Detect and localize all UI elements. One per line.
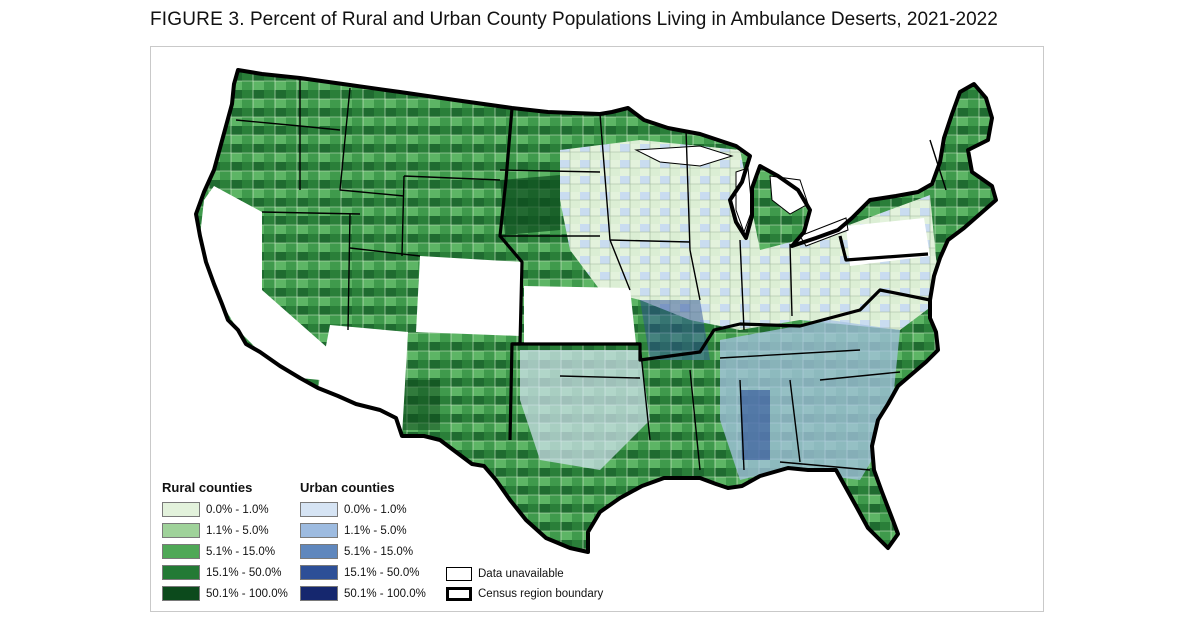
legend-swatch: [162, 565, 200, 580]
state-line-tn-south: [719, 349, 861, 359]
data-unavailable-kansas: [524, 286, 636, 344]
state-line-oh-west: [789, 243, 793, 317]
state-boundaries: [235, 78, 947, 471]
state-line-ar-west: [639, 343, 651, 441]
legend-urban-item: 15.1% - 50.0%: [300, 562, 426, 583]
legend-swatch: [162, 586, 200, 601]
state-line-or-ca-nv: [261, 211, 361, 215]
state-line-nc-sc: [819, 371, 901, 381]
legend-swatch: [162, 502, 200, 517]
legend-label: Census region boundary: [478, 588, 604, 600]
state-line-ga-west: [789, 379, 801, 463]
legend-label: 50.1% - 100.0%: [344, 587, 426, 600]
legend-urban-item: 1.1% - 5.0%: [300, 520, 426, 541]
legend-label: 0.0% - 1.0%: [344, 503, 407, 516]
legend-urban-item: 50.1% - 100.0%: [300, 583, 426, 604]
lake-huron: [769, 175, 809, 215]
legend-urban: Urban counties 0.0% - 1.0% 1.1% - 5.0% 5…: [300, 480, 426, 604]
dark-county-area-new-mexico: [400, 380, 440, 430]
legend-urban-item: 0.0% - 1.0%: [300, 499, 426, 520]
legend-label: 50.1% - 100.0%: [206, 587, 288, 600]
light-county-area-midwest: [560, 140, 940, 330]
state-line-vt-nh: [929, 139, 947, 191]
figure-title: FIGURE 3. Percent of Rural and Urban Cou…: [150, 9, 1050, 31]
legend-rural-heading: Rural counties: [162, 480, 253, 495]
legend-urban-heading: Urban counties: [300, 480, 395, 495]
legend-region-boundary: Census region boundary: [446, 587, 603, 601]
legend-rural: Rural counties 0.0% - 1.0% 1.1% - 5.0% 5…: [162, 480, 288, 604]
legend-urban-item: 5.1% - 15.0%: [300, 541, 426, 562]
legend-swatch: [300, 565, 338, 580]
light-county-area-oklahoma-texas: [520, 350, 650, 470]
state-line-nv-ut: [347, 213, 351, 331]
legend-rural-item: 5.1% - 15.0%: [162, 541, 288, 562]
legend-swatch: [300, 502, 338, 517]
figure-title-text: Percent of Rural and Urban County Popula…: [250, 9, 998, 30]
legend-label: 0.0% - 1.0%: [206, 503, 269, 516]
dark-county-area-dakotas: [500, 175, 560, 235]
legend-label: 1.1% - 5.0%: [206, 524, 269, 537]
lake-superior: [634, 145, 734, 167]
legend-rural-item: 1.1% - 5.0%: [162, 520, 288, 541]
legend-data-unavailable: Data unavailable: [446, 567, 564, 581]
boundary-northeast: [838, 235, 929, 262]
legend-label: 5.1% - 15.0%: [206, 545, 276, 558]
legend-swatch: [446, 587, 472, 601]
state-line-in-west: [739, 239, 745, 331]
legend-swatch: [446, 567, 472, 581]
data-unavailable-colorado: [416, 256, 522, 336]
data-unavailable-california: [200, 186, 330, 380]
state-line-wi-il: [685, 129, 701, 301]
state-line-fl-north: [779, 461, 871, 471]
legend-label: Data unavailable: [478, 568, 564, 580]
state-line-ia-north: [609, 239, 691, 243]
legend-swatch: [300, 544, 338, 559]
legend-label: 5.1% - 15.0%: [344, 545, 414, 558]
legend-rural-item: 15.1% - 50.0%: [162, 562, 288, 583]
legend-rural-item: 50.1% - 100.0%: [162, 583, 288, 604]
legend-rural-item: 0.0% - 1.0%: [162, 499, 288, 520]
blue-county-area-missouri: [640, 300, 710, 360]
state-line-nd-sd: [499, 169, 601, 173]
legend-swatch: [162, 523, 200, 538]
state-line-ut-north: [349, 247, 421, 257]
legend-swatch: [162, 544, 200, 559]
state-line-ok-tx: [559, 375, 641, 379]
census-region-boundaries: [498, 107, 931, 441]
state-line-ms-west: [689, 369, 701, 471]
map-frame: [150, 46, 1044, 612]
state-line-al-west: [739, 379, 745, 471]
state-line-wy-west: [401, 175, 405, 257]
state-line-id-mt: [339, 87, 405, 197]
legend-label: 15.1% - 50.0%: [344, 566, 420, 579]
legend-swatch: [300, 523, 338, 538]
data-unavailable-arizona: [318, 325, 408, 436]
boundary-south-north: [512, 288, 931, 362]
legend-label: 1.1% - 5.0%: [344, 524, 407, 537]
legend-swatch: [300, 586, 338, 601]
blue-county-area-alabama: [740, 390, 770, 460]
legend-label: 15.1% - 50.0%: [206, 566, 282, 579]
figure-label: FIGURE 3.: [150, 9, 245, 30]
state-line-mt-wy: [403, 175, 501, 181]
